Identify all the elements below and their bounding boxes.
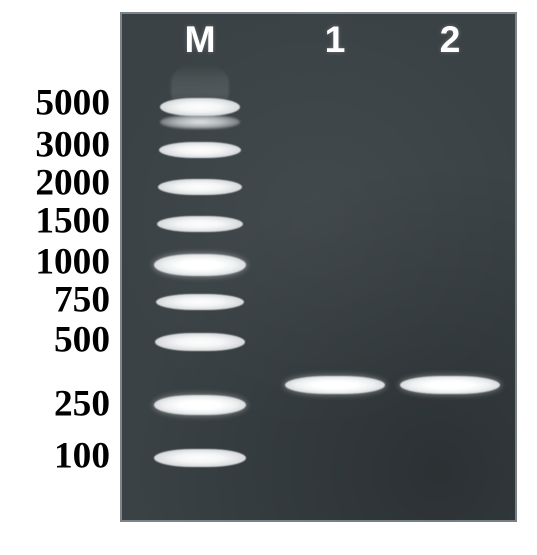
lane-label-1: 1 <box>325 18 346 61</box>
band-M-3 <box>158 179 242 195</box>
band-M-5 <box>154 254 246 276</box>
ylabel-5000: 5000 <box>35 82 110 125</box>
lane-label-2: 2 <box>440 18 461 61</box>
y-axis-labels: 5000 3000 2000 1500 1000 750 500 250 100 <box>0 0 120 555</box>
band-M-4 <box>157 216 243 232</box>
band-M-9 <box>154 449 246 467</box>
ylabel-2000: 2000 <box>35 162 110 205</box>
band-M-8 <box>154 395 246 415</box>
band-M-6 <box>156 294 244 310</box>
band-2-11 <box>400 376 500 394</box>
band-M-0 <box>160 98 240 116</box>
gel-panel: M 1 2 <box>120 12 517 522</box>
band-M-1 <box>160 115 240 129</box>
gel-figure: 5000 3000 2000 1500 1000 750 500 250 100… <box>0 0 537 555</box>
ylabel-250: 250 <box>54 383 110 426</box>
band-M-2 <box>159 142 241 158</box>
band-1-10 <box>285 376 385 394</box>
lane-label-m: M <box>184 18 215 61</box>
ylabel-1500: 1500 <box>35 200 110 243</box>
ylabel-3000: 3000 <box>35 124 110 167</box>
ylabel-1000: 1000 <box>35 241 110 284</box>
ylabel-750: 750 <box>54 279 110 322</box>
band-M-7 <box>155 333 245 351</box>
ylabel-500: 500 <box>54 319 110 362</box>
ylabel-100: 100 <box>54 435 110 478</box>
